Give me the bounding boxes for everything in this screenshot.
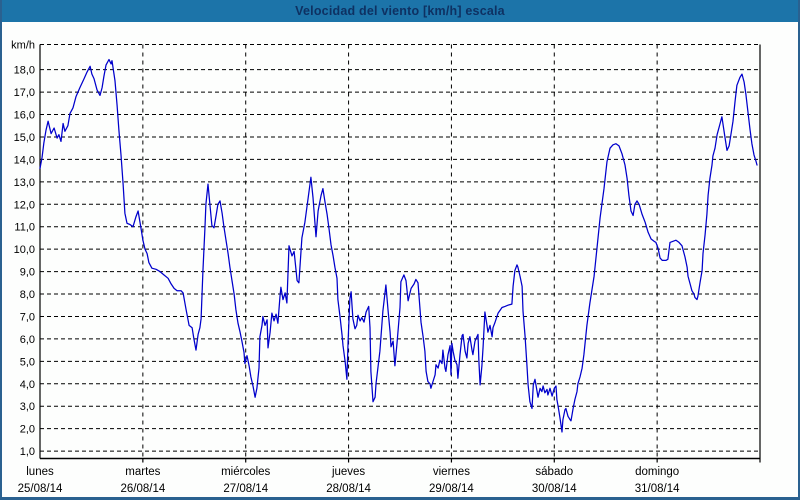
y-axis-tick-label: 13,0 — [14, 177, 35, 189]
y-axis-tick-label: 15,0 — [14, 132, 35, 144]
wind-speed-line — [39, 58, 758, 433]
x-axis-day-label: jueves — [331, 466, 365, 478]
y-axis-tick-label: 8,0 — [20, 289, 35, 301]
x-axis-day-label: lunes — [26, 466, 54, 478]
x-axis-date-label: 25/08/14 — [18, 483, 63, 495]
x-axis-date-label: 30/08/14 — [532, 483, 577, 495]
x-axis-date-label: 26/08/14 — [120, 483, 165, 495]
y-axis-tick-label: 4,0 — [20, 379, 35, 391]
wind-speed-line-chart: 18,0 17,0 16,0 15,0 14,0 13,0 12,0 11,0 10,0 9,0 8… — [11, 40, 761, 495]
y-axis-tick-label: 14,0 — [14, 154, 35, 166]
x-axis-date-label: 31/08/14 — [635, 483, 680, 495]
y-axis-tick-label: 17,0 — [14, 87, 35, 99]
y-axis-tick-label: 1,0 — [20, 446, 35, 458]
x-axis-date-label: 27/08/14 — [223, 483, 268, 495]
title-bar: Velocidad del viento [km/h] escala — [2, 0, 798, 22]
y-axis-tick-label: 5,0 — [20, 356, 35, 368]
y-axis-tick-label: 3,0 — [20, 401, 35, 413]
x-axis-date-label: 29/08/14 — [429, 483, 474, 495]
y-axis-tick-label: 18,0 — [14, 65, 35, 77]
y-axis-unit-label: km/h — [11, 40, 35, 52]
x-axis-day-label: viernes — [433, 466, 470, 478]
y-axis-tick-label: 2,0 — [20, 424, 35, 436]
x-axis-day-label: domingo — [635, 466, 679, 478]
y-axis-tick-label: 7,0 — [20, 311, 35, 323]
x-axis-day-label: miércoles — [221, 466, 270, 478]
y-axis-tick-label: 12,0 — [14, 199, 35, 211]
y-axis-tick-label: 16,0 — [14, 110, 35, 122]
x-axis-day-label: martes — [125, 466, 160, 478]
y-axis-tick-label: 10,0 — [14, 244, 35, 256]
x-axis-date-label: 28/08/14 — [326, 483, 371, 495]
y-axis-tick-label: 6,0 — [20, 334, 35, 346]
y-axis-tick-label: 11,0 — [14, 222, 35, 234]
y-axis-tick-label: 9,0 — [20, 267, 35, 279]
x-axis-day-label: sábado — [535, 466, 573, 478]
chart-title: Velocidad del viento [km/h] escala — [295, 4, 505, 18]
